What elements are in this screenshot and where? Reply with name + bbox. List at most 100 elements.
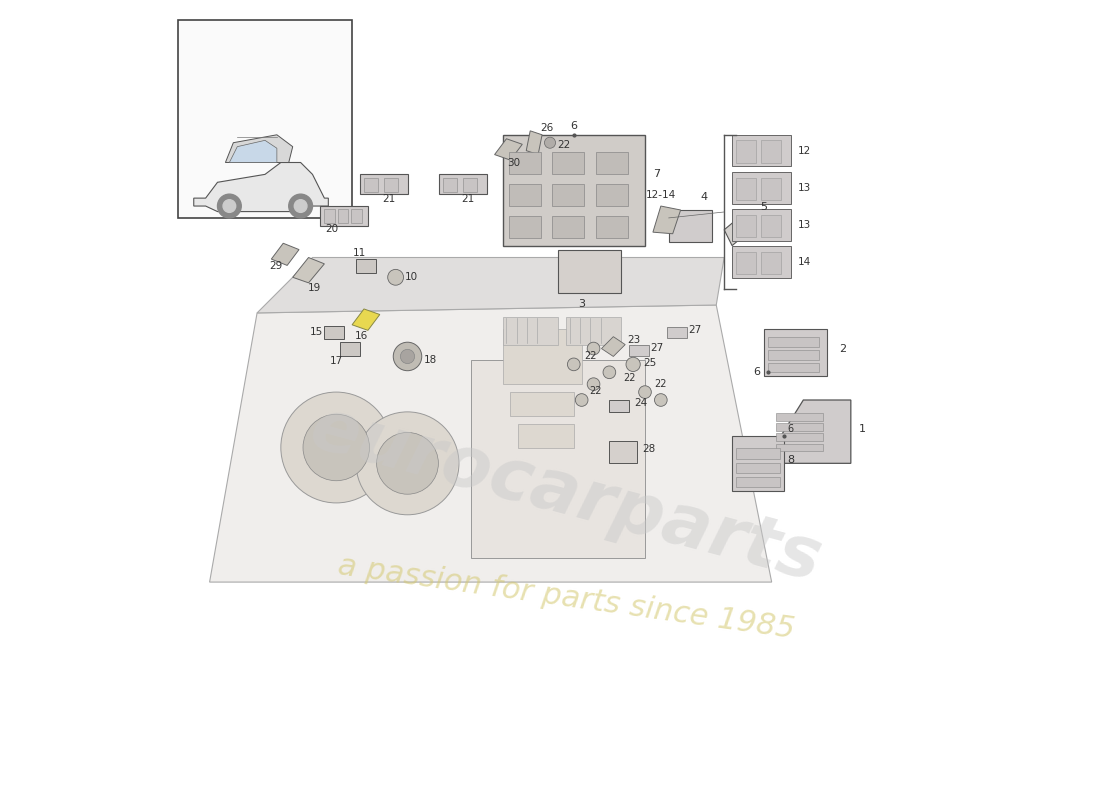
Text: 17: 17 xyxy=(330,355,343,366)
Circle shape xyxy=(376,433,439,494)
Text: 13: 13 xyxy=(798,183,811,193)
Bar xyxy=(596,152,628,174)
Bar xyxy=(736,477,780,487)
Bar xyxy=(503,134,645,246)
Text: eurocarparts: eurocarparts xyxy=(302,394,829,597)
Bar xyxy=(736,178,756,200)
Circle shape xyxy=(288,194,312,218)
Bar xyxy=(736,140,756,162)
Bar xyxy=(510,392,574,416)
Bar xyxy=(733,246,792,278)
Bar xyxy=(558,250,622,293)
Bar xyxy=(596,184,628,206)
Text: 27: 27 xyxy=(650,343,663,353)
Circle shape xyxy=(603,366,616,378)
Text: 8: 8 xyxy=(788,455,794,466)
Text: 14: 14 xyxy=(798,258,811,267)
Text: 22: 22 xyxy=(623,373,636,383)
Bar xyxy=(761,214,781,237)
Bar xyxy=(768,338,820,347)
Bar xyxy=(552,184,584,206)
Text: 30: 30 xyxy=(507,158,520,168)
Bar xyxy=(609,400,629,412)
Polygon shape xyxy=(230,140,277,162)
Bar xyxy=(768,350,820,360)
Bar xyxy=(509,215,540,238)
Text: 1: 1 xyxy=(859,424,866,434)
Bar xyxy=(733,210,792,241)
Text: 19: 19 xyxy=(308,282,321,293)
Text: 15: 15 xyxy=(309,327,322,337)
Text: 4: 4 xyxy=(701,193,707,202)
Bar xyxy=(340,342,360,357)
Text: 29: 29 xyxy=(270,262,283,271)
Text: 10: 10 xyxy=(405,272,418,282)
Circle shape xyxy=(218,194,241,218)
Bar xyxy=(443,178,458,192)
Bar xyxy=(552,152,584,174)
Circle shape xyxy=(626,358,640,371)
Bar xyxy=(629,346,649,357)
Bar xyxy=(736,462,780,473)
Bar xyxy=(471,361,645,558)
Bar xyxy=(463,178,477,192)
Text: 20: 20 xyxy=(326,224,339,234)
Text: a passion for parts since 1985: a passion for parts since 1985 xyxy=(336,551,796,644)
Bar xyxy=(763,329,827,376)
Bar xyxy=(776,423,823,431)
Text: 22: 22 xyxy=(557,140,571,150)
Text: 5: 5 xyxy=(760,202,767,212)
Bar xyxy=(565,317,621,345)
Text: 22: 22 xyxy=(654,379,667,390)
Bar xyxy=(736,252,756,274)
Bar xyxy=(518,424,574,447)
Text: 23: 23 xyxy=(628,335,641,345)
Text: 6: 6 xyxy=(788,424,793,434)
Polygon shape xyxy=(526,131,542,154)
Bar xyxy=(324,326,344,339)
Text: 11: 11 xyxy=(353,248,366,258)
Bar xyxy=(364,178,378,192)
Text: 12-14: 12-14 xyxy=(646,190,676,200)
Circle shape xyxy=(587,378,600,390)
Bar xyxy=(669,210,713,242)
Polygon shape xyxy=(194,162,328,211)
Bar xyxy=(736,448,780,458)
Bar xyxy=(776,443,823,451)
Polygon shape xyxy=(226,134,293,162)
Circle shape xyxy=(575,394,589,406)
Polygon shape xyxy=(602,337,625,357)
Text: 13: 13 xyxy=(798,220,811,230)
Circle shape xyxy=(639,386,651,398)
Bar xyxy=(776,413,823,421)
Text: 2: 2 xyxy=(839,345,846,354)
Text: 3: 3 xyxy=(578,298,585,309)
Bar xyxy=(351,210,362,223)
Bar xyxy=(768,362,820,372)
Polygon shape xyxy=(257,258,724,313)
Circle shape xyxy=(394,342,421,370)
Text: 22: 22 xyxy=(584,351,596,361)
Bar xyxy=(509,152,540,174)
Bar xyxy=(733,436,783,491)
Text: 21: 21 xyxy=(382,194,395,204)
Bar xyxy=(324,210,334,223)
Bar xyxy=(668,327,688,338)
Circle shape xyxy=(295,200,307,212)
Circle shape xyxy=(568,358,580,370)
Polygon shape xyxy=(293,258,324,283)
Text: 18: 18 xyxy=(425,354,438,365)
Circle shape xyxy=(587,342,600,355)
Circle shape xyxy=(400,350,415,363)
Text: 22: 22 xyxy=(590,386,602,396)
Polygon shape xyxy=(495,138,522,160)
Polygon shape xyxy=(763,400,850,463)
Text: 12: 12 xyxy=(798,146,811,156)
Circle shape xyxy=(280,392,392,503)
Text: 7: 7 xyxy=(653,170,660,179)
Text: 27: 27 xyxy=(689,325,702,334)
Text: 24: 24 xyxy=(634,398,647,408)
Bar xyxy=(733,134,792,166)
Bar xyxy=(733,172,792,204)
Bar xyxy=(356,259,376,274)
